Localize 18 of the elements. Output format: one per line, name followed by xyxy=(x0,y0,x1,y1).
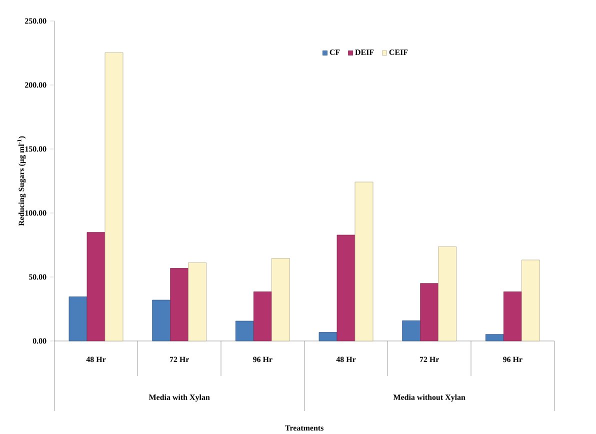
bar xyxy=(402,320,421,342)
bar xyxy=(420,283,439,342)
bar xyxy=(235,320,254,342)
bar xyxy=(104,52,124,342)
bar xyxy=(68,296,88,342)
bar xyxy=(354,182,374,342)
bar xyxy=(521,260,540,342)
bar xyxy=(503,292,522,342)
bar xyxy=(438,246,457,342)
bar xyxy=(152,300,171,342)
bar xyxy=(188,262,207,342)
bar xyxy=(86,232,106,342)
bar xyxy=(485,334,504,342)
bar xyxy=(336,234,356,342)
bar xyxy=(253,292,272,342)
bar xyxy=(318,332,338,342)
bar xyxy=(271,258,290,342)
bar xyxy=(170,268,189,342)
